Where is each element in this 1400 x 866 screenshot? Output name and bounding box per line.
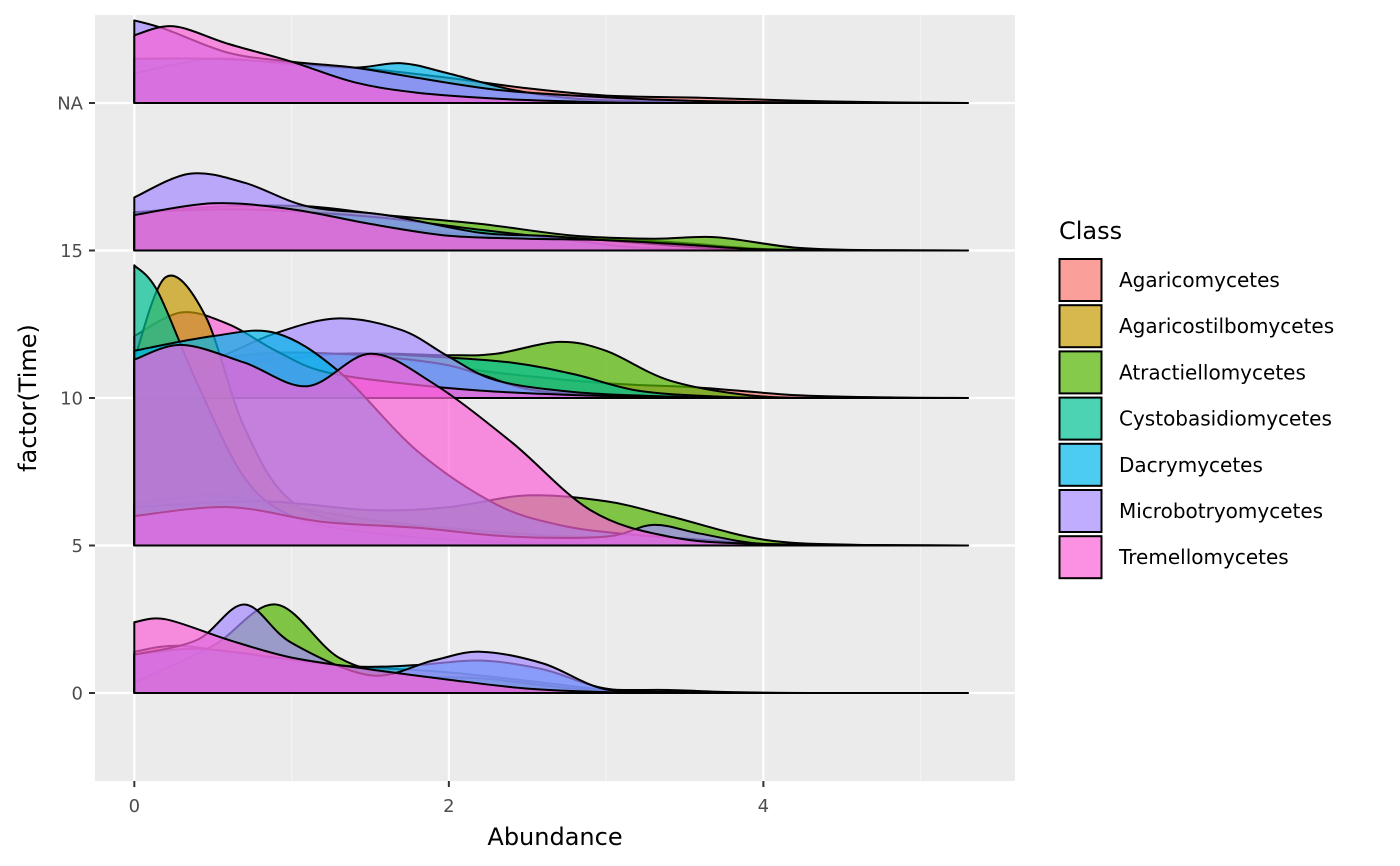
legend-label: Agaricomycetes xyxy=(1119,268,1280,292)
x-axis: 0 2 4 xyxy=(129,781,769,817)
legend: Class Agaricomycetes Agaricostilbomycetes… xyxy=(1058,217,1334,580)
x-tick-label: 0 xyxy=(129,796,140,817)
density-ridges xyxy=(133,19,969,695)
y-axis-title: factor(Time) xyxy=(14,324,42,472)
legend-key xyxy=(1058,535,1103,580)
legend-key xyxy=(1058,350,1103,395)
x-tick-label: 4 xyxy=(758,796,769,817)
legend-key xyxy=(1058,258,1103,302)
y-axis: 0 5 10 15 NA xyxy=(57,94,95,705)
y-tick-label: 5 xyxy=(72,536,83,557)
x-tick-label: 2 xyxy=(443,796,454,817)
legend-title: Class xyxy=(1059,217,1122,245)
ridge-tremellomycetes-time-0 xyxy=(133,617,969,695)
legend-key xyxy=(1058,396,1103,441)
ridge-tremellomycetes-time-15 xyxy=(133,202,969,252)
legend-label: Tremellomycetes xyxy=(1118,545,1289,569)
legend-key xyxy=(1058,442,1103,487)
legend-key xyxy=(1058,489,1103,533)
legend-label: Agaricostilbomycetes xyxy=(1119,314,1334,338)
y-tick-label: NA xyxy=(57,94,83,115)
legend-label: Microbotryomycetes xyxy=(1119,499,1323,523)
y-tick-label: 10 xyxy=(60,389,83,410)
legend-key xyxy=(1058,304,1103,349)
legend-label: Cystobasidiomycetes xyxy=(1119,407,1332,431)
ridge-tremellomycetes-time-5 xyxy=(133,343,969,547)
legend-label: Atractiellomycetes xyxy=(1119,360,1306,384)
x-axis-title: Abundance xyxy=(487,823,622,851)
ridge-tremellomycetes-time-na xyxy=(133,25,969,105)
y-tick-label: 15 xyxy=(60,241,83,262)
legend-label: Dacrymycetes xyxy=(1119,453,1263,477)
y-tick-label: 0 xyxy=(72,684,83,705)
